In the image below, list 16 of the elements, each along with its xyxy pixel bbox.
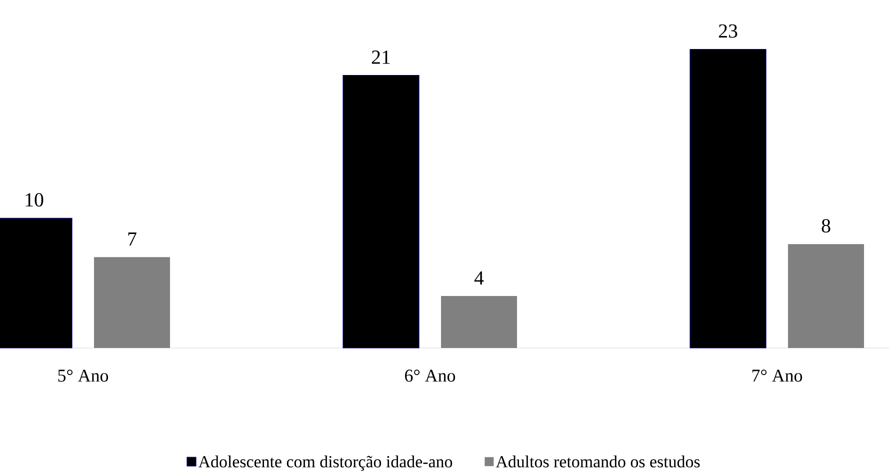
x-tick-label: 6° Ano xyxy=(405,370,456,382)
data-label: 8 xyxy=(822,219,830,233)
bar xyxy=(342,74,420,348)
data-label: 10 xyxy=(26,193,44,207)
x-tick-label: 7° Ano xyxy=(752,370,802,382)
legend-label: Adultos retomando os estudos xyxy=(496,456,700,468)
bar xyxy=(788,244,864,348)
data-label: 23 xyxy=(718,24,738,38)
bar xyxy=(441,296,518,348)
data-label: 21 xyxy=(372,50,390,64)
bar xyxy=(94,257,170,348)
legend-label: Adolescente com distorção idade-ano xyxy=(198,456,452,471)
x-tick-label: 5° Ano xyxy=(58,370,108,382)
data-label: 4 xyxy=(474,271,484,285)
bar xyxy=(690,48,766,348)
data-label: 7 xyxy=(128,232,136,246)
